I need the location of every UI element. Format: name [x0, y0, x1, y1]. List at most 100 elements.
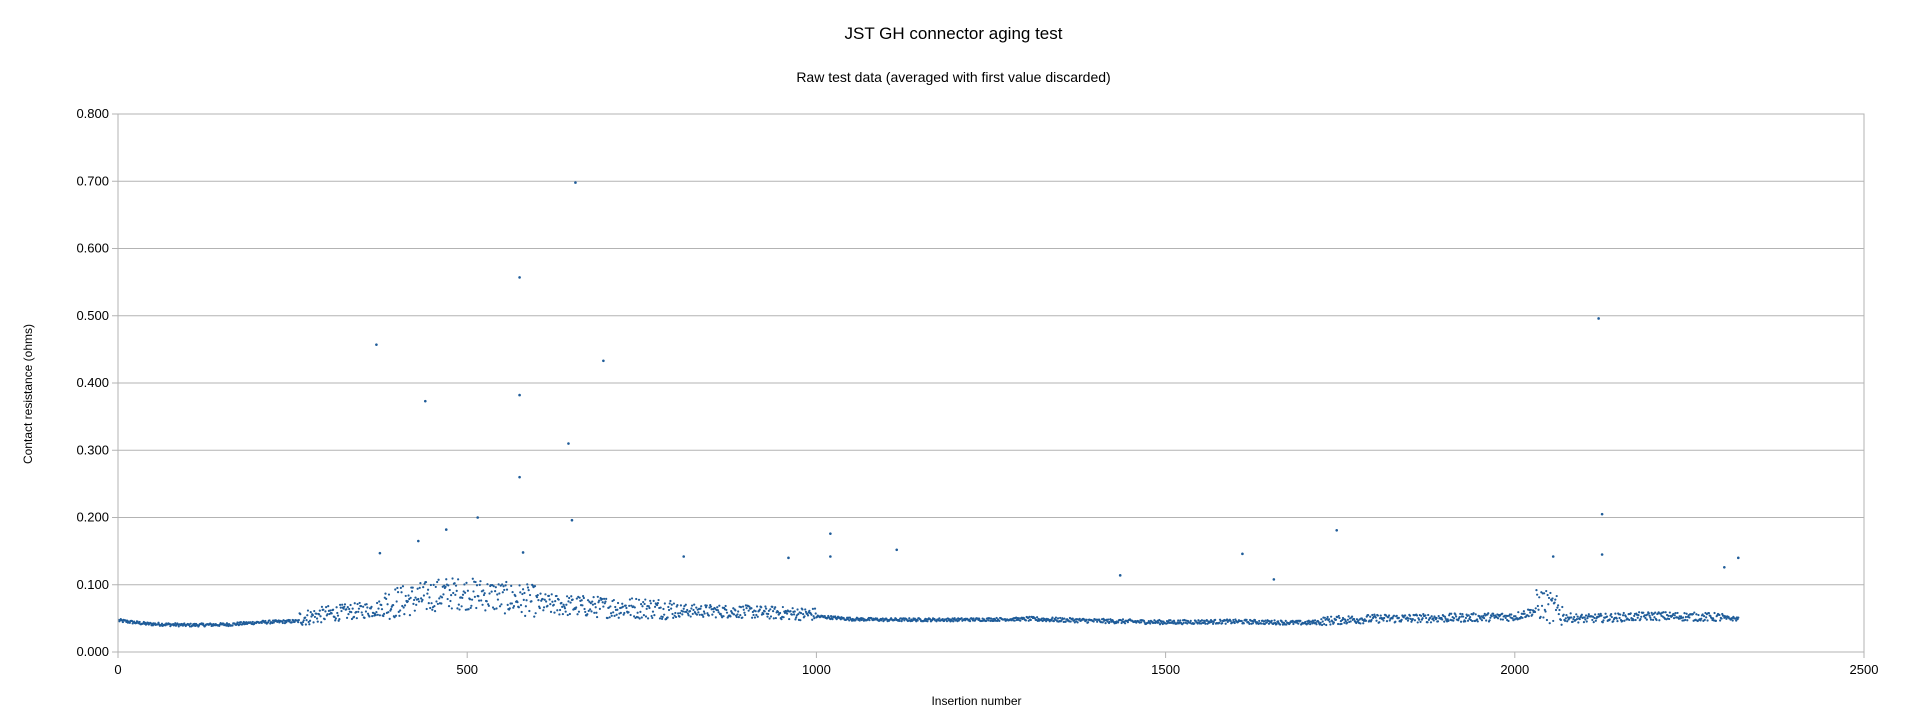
data-point	[624, 604, 627, 607]
data-point	[737, 610, 740, 613]
data-point	[1571, 620, 1574, 623]
data-point	[687, 614, 690, 617]
data-point	[359, 605, 363, 608]
data-point	[1712, 617, 1715, 620]
data-point	[510, 602, 513, 605]
data-point	[1464, 616, 1468, 620]
data-point	[501, 591, 504, 594]
data-point	[318, 609, 321, 612]
data-point	[357, 610, 360, 613]
data-point	[1379, 614, 1382, 617]
data-point	[1570, 616, 1573, 619]
data-point	[437, 578, 440, 581]
data-point	[1474, 613, 1477, 616]
data-point	[450, 607, 453, 610]
data-point	[803, 615, 806, 618]
data-point	[689, 615, 692, 618]
data-point	[1572, 617, 1575, 621]
y-tick-label: 0.300	[76, 442, 109, 457]
data-point	[716, 609, 720, 612]
data-point	[336, 614, 340, 617]
data-point	[1297, 622, 1300, 625]
data-point	[1535, 589, 1538, 592]
data-point	[581, 604, 584, 607]
data-point	[576, 613, 579, 616]
data-point	[1317, 620, 1320, 623]
data-point	[903, 619, 906, 622]
data-point	[1482, 614, 1485, 618]
data-point	[1409, 617, 1412, 620]
data-point	[998, 619, 1001, 622]
data-point	[1051, 616, 1054, 619]
data-point	[653, 605, 657, 608]
data-point	[1275, 622, 1278, 626]
data-point	[1371, 613, 1374, 617]
data-point	[584, 610, 587, 614]
data-point	[755, 613, 758, 617]
data-point	[1424, 614, 1427, 617]
data-point	[1221, 621, 1224, 625]
data-point	[473, 595, 476, 598]
data-point	[587, 609, 590, 612]
data-point	[1323, 623, 1326, 626]
data-point	[1211, 622, 1215, 625]
data-point	[1664, 611, 1667, 614]
data-point	[458, 608, 461, 611]
data-point	[370, 605, 373, 608]
data-point	[530, 600, 533, 603]
data-point	[388, 617, 391, 620]
data-points	[117, 181, 1740, 628]
data-point	[510, 584, 513, 587]
data-point	[420, 597, 423, 600]
data-point	[1573, 615, 1576, 619]
data-point	[1326, 615, 1329, 619]
data-point	[1684, 618, 1687, 621]
data-point	[546, 604, 549, 607]
outlier-point	[1600, 512, 1604, 516]
data-point	[1701, 613, 1704, 616]
data-point	[582, 596, 585, 600]
data-point	[571, 598, 574, 601]
data-point	[498, 605, 502, 608]
data-point	[813, 617, 816, 620]
data-point	[720, 614, 723, 617]
data-point	[533, 585, 537, 588]
data-point	[1418, 618, 1421, 621]
data-point	[553, 611, 556, 614]
outlier-point	[1597, 317, 1600, 320]
data-point	[702, 615, 705, 618]
data-point	[334, 619, 337, 622]
data-point	[436, 580, 439, 584]
data-point	[376, 613, 379, 616]
data-point	[1533, 610, 1537, 614]
data-point	[1622, 611, 1625, 615]
data-point	[251, 620, 254, 624]
data-point	[1539, 615, 1542, 618]
data-point	[751, 616, 754, 619]
data-point	[1435, 616, 1438, 620]
data-point	[449, 599, 452, 603]
data-point	[433, 610, 437, 613]
data-point	[292, 619, 295, 622]
data-point	[829, 615, 833, 618]
data-point	[395, 600, 398, 603]
data-point	[1422, 613, 1425, 616]
data-point	[1639, 617, 1642, 621]
data-point	[667, 608, 671, 612]
data-point	[1045, 620, 1048, 623]
data-point	[810, 613, 813, 616]
data-point	[457, 578, 460, 581]
data-point	[389, 608, 393, 611]
data-point	[742, 608, 745, 611]
data-point	[536, 594, 539, 597]
data-point	[1035, 616, 1039, 619]
data-point	[1720, 617, 1723, 620]
plot-area-frame	[117, 113, 1865, 653]
data-point	[562, 603, 565, 606]
data-point	[596, 615, 599, 619]
data-point	[812, 615, 815, 618]
data-point	[1330, 615, 1333, 618]
data-point	[560, 601, 563, 605]
data-point	[758, 608, 761, 611]
data-point	[417, 597, 420, 601]
